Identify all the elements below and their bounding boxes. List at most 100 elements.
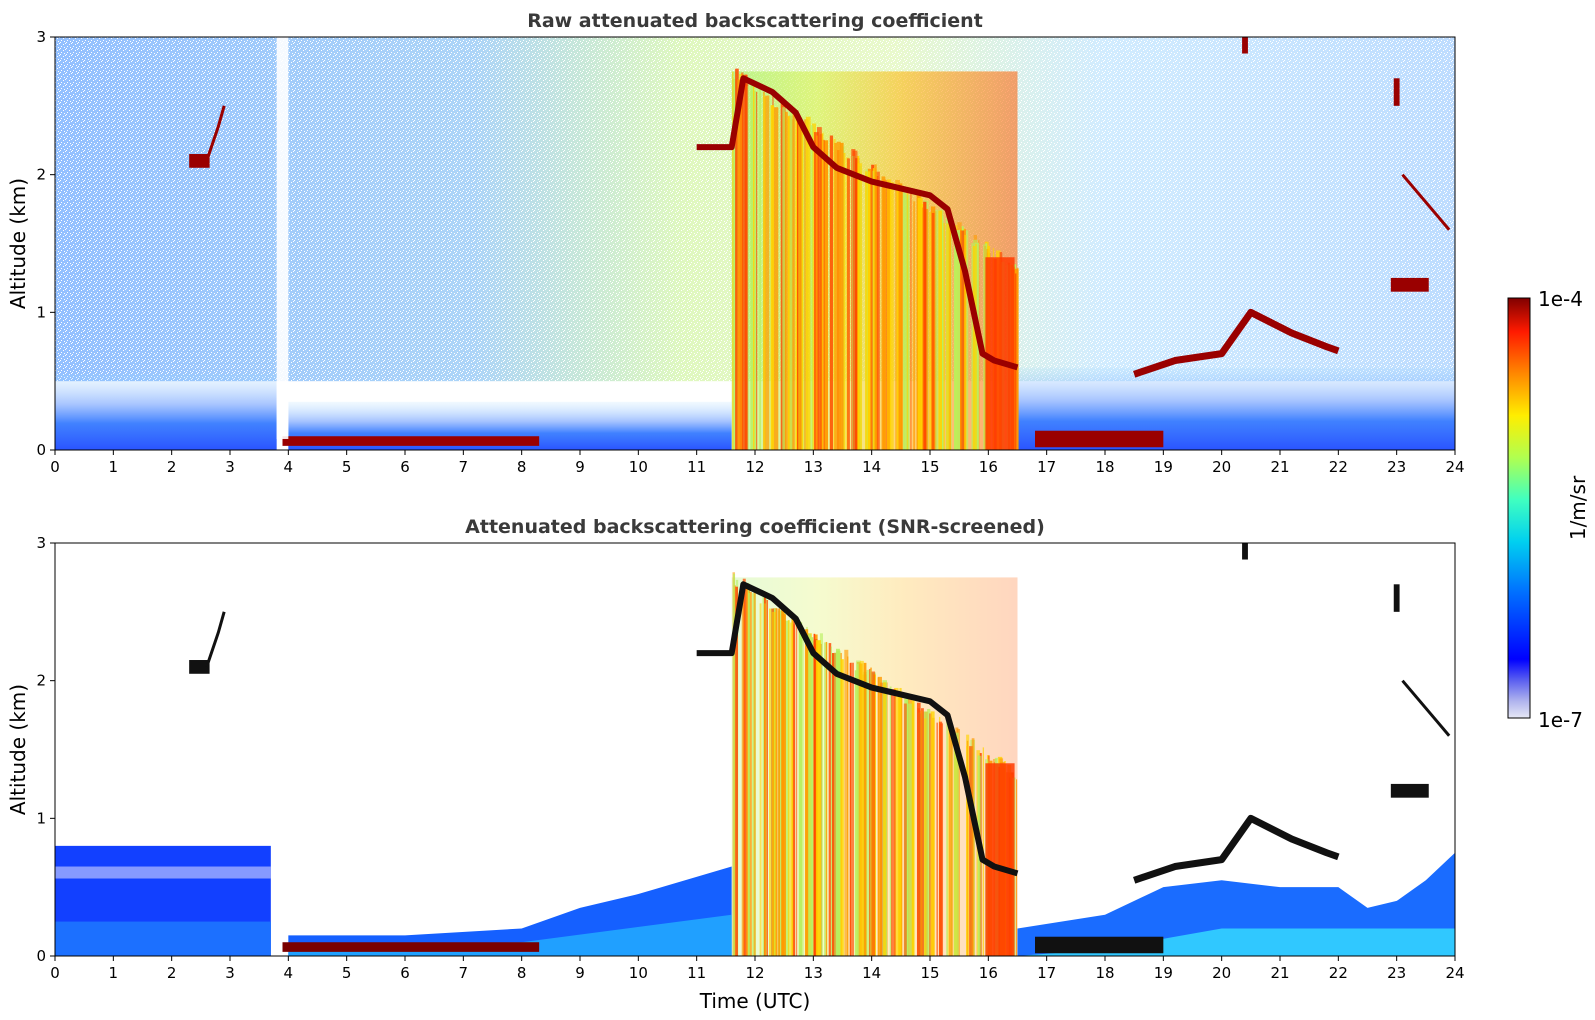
precip-streak <box>816 640 821 956</box>
precip-streak <box>811 123 817 450</box>
precip-streak <box>759 85 761 450</box>
precip-streak <box>962 234 967 450</box>
y-tick-label: 1 <box>36 303 46 321</box>
precip-streak <box>797 116 802 450</box>
precip-streak <box>966 734 970 956</box>
precip-streak <box>969 746 974 956</box>
x-tick-label: 10 <box>629 964 648 982</box>
x-tick-label: 12 <box>745 964 764 982</box>
precip-streak <box>941 215 944 450</box>
precip-streak <box>923 201 927 450</box>
precip-streak <box>836 650 841 956</box>
high-cloud <box>1242 37 1248 54</box>
precip-streak <box>773 107 779 450</box>
precip-streak <box>946 721 949 956</box>
precip-streak <box>843 152 846 450</box>
precip-streak <box>820 132 824 450</box>
precip-streak <box>823 140 829 450</box>
cloud-base-line <box>696 581 1019 877</box>
precip-streak <box>741 72 744 450</box>
precip-streak <box>966 746 968 956</box>
precip-streak <box>763 94 765 450</box>
precip-streak <box>868 668 871 956</box>
precip-streak <box>949 731 953 956</box>
precip-streak <box>874 171 877 450</box>
precip-streak <box>975 243 978 450</box>
precip-streak <box>852 150 858 450</box>
x-tick-label: 15 <box>920 458 939 476</box>
chart-title: Raw attenuated backscattering coefficien… <box>527 10 983 32</box>
precip-streak <box>889 686 892 956</box>
precip-streak <box>953 230 958 450</box>
precip-streak <box>856 660 861 956</box>
precip-streak <box>744 74 748 450</box>
data-gap <box>276 37 289 439</box>
cloud-base-line <box>696 75 1019 371</box>
precip-streak <box>806 633 811 956</box>
precip-streak <box>778 608 781 956</box>
small-cloud-trail <box>205 105 226 162</box>
precip-streak <box>917 197 923 450</box>
precip-streak <box>753 591 756 956</box>
colorbar: 1e-4 1e-7 1/m/sr <box>1507 287 1590 732</box>
precip-streak <box>918 710 923 956</box>
precip-streak <box>791 615 796 956</box>
precip-streak <box>735 68 739 450</box>
precip-streak <box>828 643 832 956</box>
precip-streak <box>1014 268 1019 450</box>
precip-streak <box>971 243 973 450</box>
x-tick-label: 3 <box>225 458 235 476</box>
x-tick-label: 10 <box>629 458 648 476</box>
precip-streak <box>949 226 951 450</box>
low-cloud-layer <box>1035 936 1164 954</box>
x-tick-label: 7 <box>459 458 469 476</box>
y-tick-label: 2 <box>36 166 46 184</box>
x-tick-label: 20 <box>1212 458 1231 476</box>
x-tick-label: 8 <box>517 964 527 982</box>
precip-streak <box>732 78 738 450</box>
precip-streak <box>1014 273 1017 450</box>
precip-streak <box>927 708 931 956</box>
precip-streak <box>972 246 976 450</box>
fog-layer <box>282 942 540 952</box>
precip-streak <box>823 642 828 956</box>
precip-streak <box>781 614 787 956</box>
x-tick-label: 2 <box>167 458 177 476</box>
x-tick-label: 20 <box>1212 964 1231 982</box>
precip-streak <box>913 201 916 450</box>
stratocumulus-line <box>1133 308 1340 378</box>
precip-streak <box>929 212 932 450</box>
late-cloud-1 <box>1390 783 1429 798</box>
x-tick-label: 19 <box>1154 964 1173 982</box>
precip-streak <box>930 711 935 956</box>
precip-streak <box>784 620 790 956</box>
boundary-layer-shade <box>55 374 277 450</box>
x-tick-label: 4 <box>284 964 294 982</box>
precip-streak <box>946 223 950 450</box>
precip-streak <box>793 624 795 956</box>
x-tick-label: 17 <box>1037 964 1056 982</box>
precip-streak <box>1016 267 1019 450</box>
precip-streak <box>899 687 902 956</box>
x-tick-label: 22 <box>1329 964 1348 982</box>
precip-streak <box>898 183 903 450</box>
precip-streak <box>965 230 969 450</box>
precip-streak <box>857 163 863 450</box>
x-tick-label: 6 <box>400 964 410 982</box>
precip-streak <box>732 573 736 956</box>
x-tick-label: 18 <box>1095 458 1114 476</box>
precip-streak <box>871 671 876 956</box>
precip-streak <box>907 703 912 956</box>
x-tick-label: 9 <box>575 964 585 982</box>
precip-streak <box>929 713 933 956</box>
precip-streak <box>950 219 952 450</box>
late-cloud-2 <box>1393 584 1400 612</box>
precip-streak <box>797 110 799 450</box>
precip-streak <box>886 179 892 450</box>
precip-streak <box>847 158 850 450</box>
precip-streak <box>936 722 938 956</box>
x-tick-label: 14 <box>862 458 881 476</box>
x-axis-label: Time (UTC) <box>699 989 811 1013</box>
x-tick-label: 3 <box>225 964 235 982</box>
late-cloud-trail <box>1401 173 1451 231</box>
